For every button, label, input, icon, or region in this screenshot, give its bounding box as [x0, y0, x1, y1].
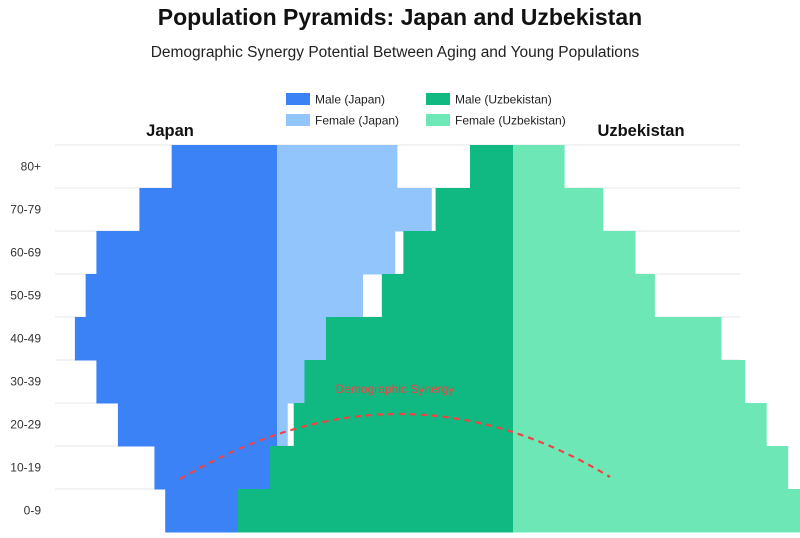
y-tick-label: 50-59	[10, 289, 41, 303]
y-tick-label: 20-29	[10, 418, 41, 432]
bars	[74, 145, 800, 533]
synergy-arc	[179, 412, 611, 480]
bar-female-uzbekistan-10-19	[513, 446, 789, 490]
bar-male-uzbekistan-10-19	[270, 446, 513, 490]
bar-male-japan-80	[171, 145, 277, 189]
bar-female-uzbekistan-20-29	[513, 403, 767, 447]
country-label-uzbekistan: Uzbekistan	[597, 122, 684, 140]
bar-male-uzbekistan-40-49	[325, 317, 513, 361]
y-tick-label: 10-19	[10, 461, 41, 475]
legend-label-male-uzbekistan: Male (Uzbekistan)	[455, 93, 552, 107]
bar-male-japan-40-49	[74, 317, 278, 361]
bar-female-uzbekistan-70-79	[513, 188, 604, 232]
synergy-label: Demographic Synergy	[336, 382, 455, 396]
legend-swatch-female-japan	[286, 114, 310, 126]
bar-male-uzbekistan-70-79	[435, 188, 513, 232]
y-tick-label: 30-39	[10, 375, 41, 389]
bar-female-japan-40-49	[277, 317, 331, 361]
bar-female-japan-70-79	[277, 188, 432, 232]
bar-male-uzbekistan-60-69	[403, 231, 513, 275]
y-tick-label: 70-79	[10, 203, 41, 217]
chart-title: Population Pyramids: Japan and Uzbekista…	[157, 4, 643, 30]
y-axis-tick-labels: 0-9 10-19 20-29 30-39 40-49 50-59 60-69 70-79 80…	[10, 160, 41, 518]
legend-swatch-male-japan	[286, 93, 310, 105]
bar-female-uzbekistan-80	[513, 145, 565, 189]
legend-label-female-uzbekistan: Female (Uzbekistan)	[455, 114, 566, 128]
bar-male-japan-70-79	[139, 188, 277, 232]
bar-female-japan-60-69	[277, 231, 396, 275]
chart-subtitle: Demographic Synergy Potential Between Ag…	[150, 44, 640, 61]
bar-female-japan-20-29	[277, 403, 288, 447]
bar-female-uzbekistan-30-39	[513, 360, 746, 404]
bar-female-uzbekistan-0-9	[513, 489, 800, 533]
legend-swatch-female-uzbekistan	[426, 114, 450, 126]
bar-female-japan-80	[277, 145, 398, 189]
legend-label-male-japan: Male (Japan)	[315, 93, 385, 107]
bar-male-japan-20-29	[117, 403, 278, 447]
y-tick-label: 0-9	[24, 504, 42, 518]
bar-male-japan-60-69	[96, 231, 278, 275]
bar-male-japan-30-39	[96, 360, 278, 404]
synergy-annotation: Demographic Synergy	[179, 382, 611, 480]
legend-swatch-male-uzbekistan	[426, 93, 450, 105]
bar-female-uzbekistan-50-59	[513, 274, 655, 318]
country-label-japan: Japan	[146, 122, 194, 140]
legend-label-female-japan: Female (Japan)	[315, 114, 399, 128]
bar-female-japan-30-39	[277, 360, 310, 404]
bar-female-uzbekistan-60-69	[513, 231, 636, 275]
bar-male-japan-10-19	[154, 446, 277, 490]
bar-male-uzbekistan-80	[470, 145, 513, 189]
country-labels: Japan Uzbekistan	[146, 122, 684, 140]
bar-female-japan-50-59	[277, 274, 363, 318]
bar-male-uzbekistan-30-39	[304, 360, 513, 404]
legend: Male (Japan) Female (Japan) Male (Uzbekist…	[286, 93, 566, 128]
bar-male-uzbekistan-50-59	[381, 274, 513, 318]
bar-male-uzbekistan-20-29	[293, 403, 513, 447]
y-tick-label: 40-49	[10, 332, 41, 346]
bar-female-uzbekistan-40-49	[513, 317, 722, 361]
y-tick-label: 80+	[21, 160, 41, 174]
y-tick-label: 60-69	[10, 246, 41, 260]
bar-male-uzbekistan-0-9	[237, 489, 514, 533]
bar-male-japan-50-59	[85, 274, 278, 318]
